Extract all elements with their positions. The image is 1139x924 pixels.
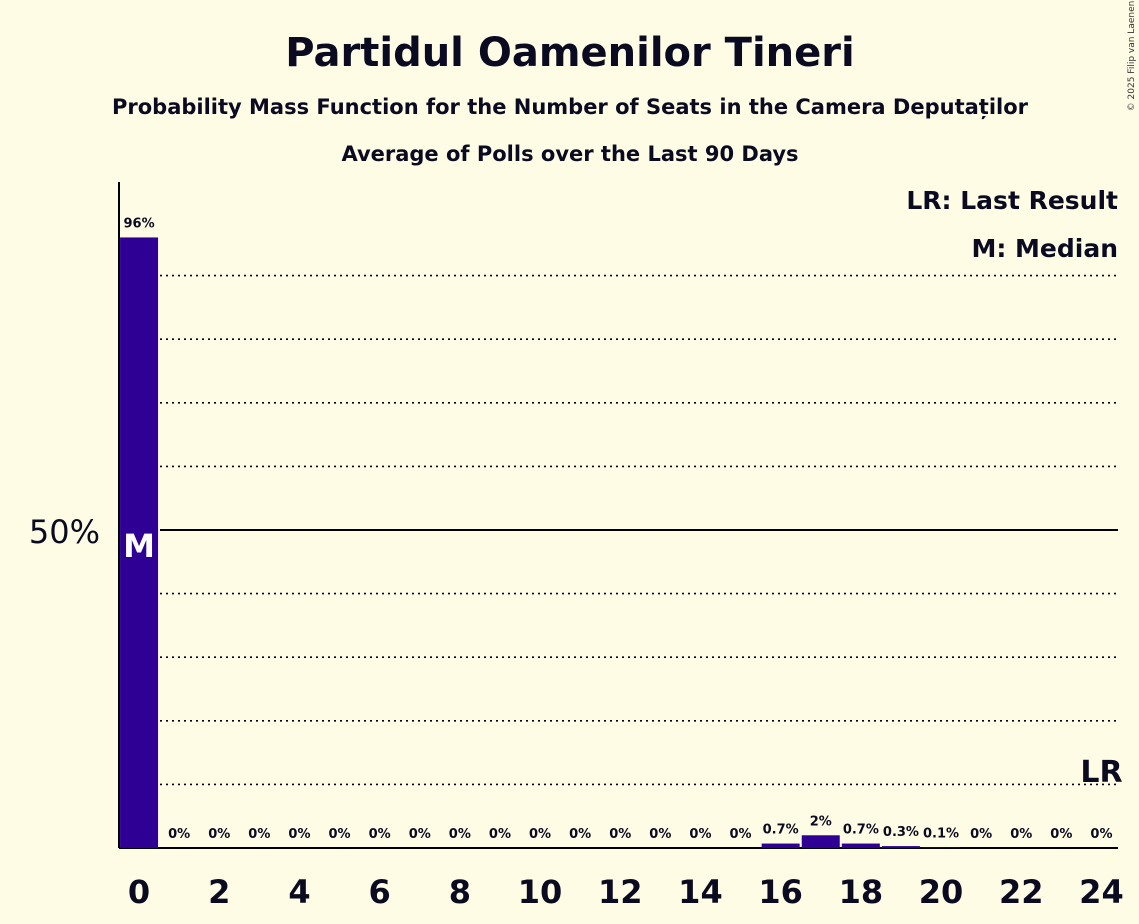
- value-label: 0%: [489, 827, 511, 842]
- bar: [922, 847, 961, 848]
- value-label: 0.7%: [843, 823, 879, 838]
- median-marker: M: [123, 527, 155, 565]
- bar: [801, 835, 840, 848]
- value-label: 0%: [288, 827, 310, 842]
- x-tick-label: 12: [598, 873, 643, 911]
- value-label: 0%: [609, 827, 631, 842]
- value-label: 0%: [208, 827, 230, 842]
- bar: [881, 846, 920, 848]
- last-result-marker: LR: [1080, 755, 1122, 790]
- gridlines: [160, 274, 1118, 786]
- legend-last-result: LR: Last Result: [906, 186, 1118, 215]
- bar: [841, 843, 880, 848]
- value-label: 0%: [970, 827, 992, 842]
- chart-title: Partidul Oamenilor Tineri: [285, 30, 854, 76]
- x-tick-label: 22: [999, 873, 1044, 911]
- value-label: 0%: [569, 827, 591, 842]
- chart-subtitle-2: Average of Polls over the Last 90 Days: [341, 142, 798, 166]
- value-label: 0%: [649, 827, 671, 842]
- bar: [761, 843, 800, 848]
- x-tick-label: 16: [758, 873, 803, 911]
- value-label: 0%: [1010, 827, 1032, 842]
- x-tick-label: 0: [128, 873, 150, 911]
- value-label: 0%: [730, 827, 752, 842]
- x-tick-label: 24: [1079, 873, 1124, 911]
- value-label: 2%: [810, 814, 832, 829]
- x-tick-label: 10: [518, 873, 563, 911]
- x-tick-label: 4: [288, 873, 310, 911]
- value-label: 0%: [1090, 827, 1112, 842]
- value-label: 0.7%: [763, 823, 799, 838]
- x-tick-label: 6: [369, 873, 391, 911]
- value-label: 0%: [449, 827, 471, 842]
- x-tick-label: 2: [208, 873, 230, 911]
- value-label: 0%: [369, 827, 391, 842]
- value-label: 0%: [329, 827, 351, 842]
- value-label: 0.1%: [923, 826, 959, 841]
- y-tick-50: 50%: [29, 513, 100, 551]
- x-tick-label: 20: [919, 873, 964, 911]
- bars: [120, 237, 961, 848]
- value-label: 0%: [409, 827, 431, 842]
- chart-subtitle: Probability Mass Function for the Number…: [112, 95, 1029, 120]
- x-tick-label: 8: [449, 873, 471, 911]
- value-labels: 96% 0% 0% 0% 0% 0% 0% 0% 0% 0% 0% 0% 0% 0% 0% 0% 0.7% 2% 0…: [123, 216, 1112, 842]
- value-label: 0%: [529, 827, 551, 842]
- value-label: 0%: [1050, 827, 1072, 842]
- x-tick-labels: 0 2 4 6 8 10 12 14 16 18 20 22 24: [128, 873, 1124, 911]
- copyright-text: © 2025 Filip van Laenen: [1127, 1, 1137, 112]
- value-label: 0%: [248, 827, 270, 842]
- value-label: 0.3%: [883, 825, 919, 840]
- value-label: 96%: [123, 216, 154, 231]
- x-tick-label: 18: [839, 873, 884, 911]
- value-label: 0%: [168, 827, 190, 842]
- bar: [120, 237, 159, 848]
- value-label: 0%: [689, 827, 711, 842]
- x-tick-label: 14: [678, 873, 723, 911]
- legend-median: M: Median: [971, 234, 1118, 263]
